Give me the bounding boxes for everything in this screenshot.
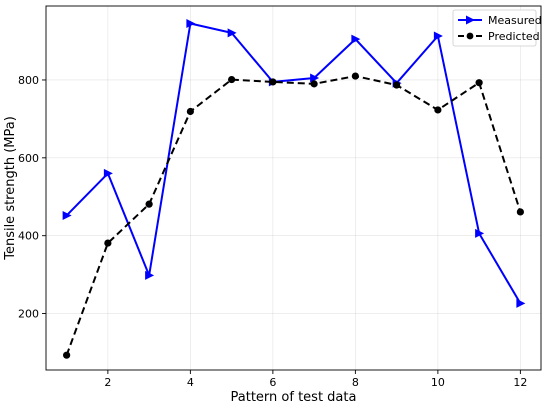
data-point <box>103 168 113 178</box>
y-tick-label: 400 <box>18 230 39 243</box>
x-tick-label: 2 <box>104 376 111 389</box>
data-point <box>434 106 442 114</box>
series-line <box>65 22 522 304</box>
series-predicted <box>63 72 524 359</box>
data-point <box>310 80 318 88</box>
grid <box>46 6 541 370</box>
data-point <box>393 81 401 89</box>
series-line <box>65 75 522 356</box>
y-axis-label: Tensile strength (MPa) <box>3 116 18 261</box>
legend-label: Measured <box>488 14 542 27</box>
data-point <box>145 270 155 280</box>
data-point <box>186 19 196 29</box>
data-point <box>63 351 71 359</box>
ticks: 2 4 6 8 10 12 200 400 600 800 <box>18 74 527 389</box>
data-point <box>516 208 524 216</box>
plot-frame <box>45 5 542 371</box>
y-tick-label: 800 <box>18 74 39 87</box>
data-point <box>145 200 153 208</box>
data-point <box>228 75 236 84</box>
data-point <box>516 298 526 308</box>
data-point <box>475 228 485 238</box>
legend: Measured Predicted <box>452 9 542 47</box>
data-point <box>351 34 361 44</box>
data-point <box>269 78 277 86</box>
series-measured <box>62 19 526 308</box>
data-point <box>475 79 483 87</box>
x-tick-label: 6 <box>269 376 276 389</box>
data-point <box>433 31 443 41</box>
data-point <box>227 28 237 38</box>
data-point <box>104 239 112 247</box>
series-layer <box>62 19 526 359</box>
data-point <box>62 210 72 220</box>
data-point <box>310 73 320 83</box>
legend-marker <box>466 32 474 40</box>
y-tick-label: 200 <box>18 308 39 321</box>
data-point <box>186 107 194 116</box>
x-tick-label: 8 <box>352 376 359 389</box>
data-point <box>351 72 359 80</box>
x-tick-label: 4 <box>187 376 194 389</box>
legend-marker <box>466 15 475 25</box>
legend-label: Predicted <box>488 30 540 43</box>
x-tick-label: 10 <box>431 376 445 389</box>
x-tick-label: 12 <box>513 376 527 389</box>
x-axis-label: Pattern of test data <box>231 390 357 405</box>
y-tick-label: 600 <box>18 152 39 165</box>
